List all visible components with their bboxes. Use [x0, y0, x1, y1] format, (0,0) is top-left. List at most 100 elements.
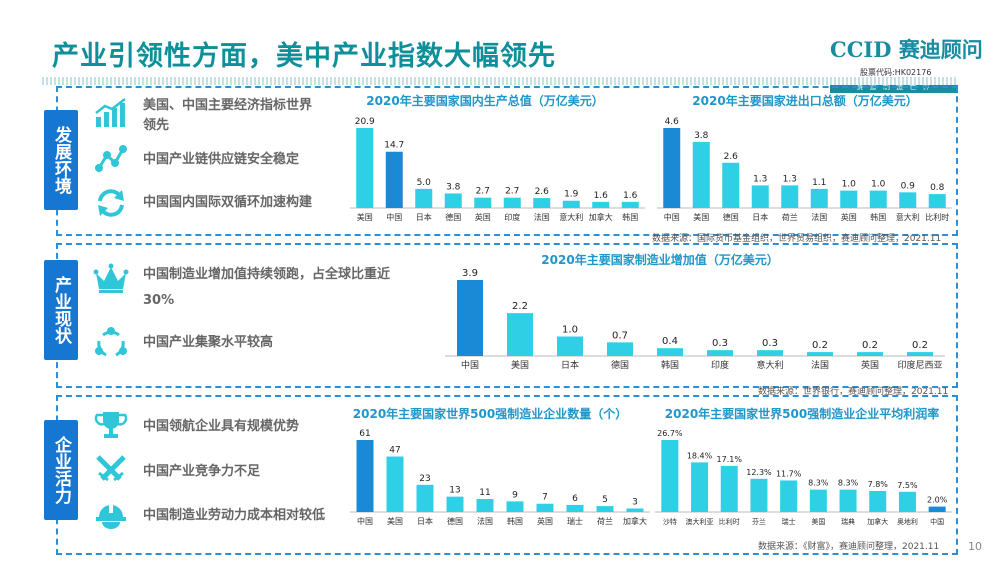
- bar-profit-5: [809, 489, 827, 512]
- category-label: 奥地利: [897, 517, 918, 526]
- bullet-supply-chain: [92, 142, 130, 176]
- growth-chart-icon: [92, 96, 130, 130]
- category-label: 日本: [416, 212, 432, 222]
- bar-profit-8: [898, 491, 916, 512]
- data-label: 5.0: [417, 178, 432, 188]
- bar-fortune500-1: [386, 456, 404, 512]
- category-label: 法国: [811, 212, 827, 222]
- bar-manufacturing-9: [907, 352, 933, 356]
- category-label: 美国: [387, 516, 403, 526]
- bullet-text: 中国领航企业具有规模优势: [143, 419, 300, 434]
- data-label: 2.6: [535, 187, 550, 197]
- data-label: 0.7: [612, 330, 628, 341]
- category-label: 韩国: [870, 212, 886, 222]
- category-label: 日本: [752, 212, 768, 222]
- bar-fortune500-3: [446, 496, 464, 512]
- category-label: 荷兰: [782, 212, 798, 222]
- chart-gdp: 20.9 美国 14.7 中国 5.0 日本 3.8 德国 2.7 英国 2.7 印度 2.6 法国 1.9…: [350, 117, 645, 222]
- data-label: 1.0: [871, 180, 886, 190]
- category-label: 加拿大: [623, 516, 647, 526]
- source-note-section2: 数据来源：世界银行，赛迪顾问整理，2021.11: [758, 387, 949, 397]
- bar-profit-7: [869, 490, 887, 512]
- data-label: 1.9: [564, 190, 579, 200]
- category-label: 印度: [504, 212, 520, 222]
- bullet-competitiveness: [92, 452, 130, 486]
- category-label: 比利时: [925, 212, 949, 222]
- bar-profit-6: [839, 489, 857, 512]
- category-label: 德国: [447, 516, 463, 526]
- category-label: 美国: [357, 212, 373, 222]
- chart-title-fortune500: 2020年主要国家世界500强制造业企业数量（个）: [352, 407, 628, 421]
- category-label: 荷兰: [597, 516, 613, 526]
- bullet-text: 中国产业集聚水平较高: [143, 335, 274, 350]
- worker-helmet-icon: [92, 496, 130, 530]
- data-label: 14.7: [384, 141, 404, 151]
- bullet-text: 中国制造业增加值持续领跑，占全球比重近30%: [143, 267, 391, 308]
- bar-gdp-5: [503, 197, 521, 208]
- bar-fortune500-7: [566, 504, 584, 512]
- data-label: 8.3%: [808, 479, 829, 488]
- category-label: 意大利: [756, 359, 783, 371]
- network-nodes-icon: [92, 142, 130, 176]
- data-label: 0.4: [662, 336, 678, 347]
- data-label: 0.2: [862, 340, 878, 351]
- cluster-icon: [92, 326, 130, 360]
- category-label: 加拿大: [589, 212, 613, 222]
- bar-gdp-1: [385, 151, 403, 208]
- bar-gdp-3: [444, 193, 462, 208]
- bullet-text: 中国制造业劳动力成本相对较低: [143, 508, 326, 523]
- data-label: 7: [542, 493, 548, 503]
- data-label: 20.9: [355, 117, 375, 127]
- bar-gdp-9: [621, 201, 639, 208]
- bar-fortune500-5: [506, 501, 524, 512]
- data-label: 0.8: [930, 183, 945, 193]
- cycle-arrows-icon: [92, 186, 130, 220]
- category-label: 中国: [357, 516, 373, 526]
- category-label: 日本: [561, 359, 579, 371]
- bar-manufacturing-1: [507, 313, 533, 356]
- category-label: 瑞士: [567, 516, 583, 526]
- section-tab-status: 产业现状: [44, 260, 78, 360]
- category-label: 美国: [811, 517, 825, 526]
- data-label: 0.9: [901, 181, 916, 191]
- data-label: 1.0: [562, 325, 578, 336]
- data-label: 7.5%: [897, 481, 918, 490]
- chart-title-gdp: 2020年主要国家国内生产总值（万亿美元）: [366, 94, 604, 108]
- category-label: 比利时: [719, 517, 740, 526]
- data-label: 26.7%: [657, 429, 683, 438]
- bar-trade-6: [840, 190, 858, 208]
- bar-gdp-4: [474, 197, 492, 208]
- bullet-economy: [92, 96, 130, 130]
- data-label: 17.1%: [717, 455, 743, 464]
- bar-gdp-0: [356, 128, 374, 208]
- data-label: 47: [389, 446, 400, 456]
- data-label: 13: [449, 486, 460, 496]
- category-label: 中国: [386, 212, 402, 222]
- data-label: 7.8%: [868, 480, 889, 489]
- bar-fortune500-2: [416, 484, 434, 512]
- bar-manufacturing-4: [657, 348, 683, 356]
- logo-stock-code: 股票代码:HK02176: [860, 68, 932, 77]
- category-label: 中国: [461, 359, 479, 371]
- chart-fortune500: 61 中国 47 美国 23 日本 13 德国 11 法国 9 韩国 7 英国 6 瑞士 5 荷兰 3 加拿大: [350, 429, 650, 526]
- category-label: 德国: [723, 212, 739, 222]
- bar-manufacturing-6: [757, 350, 783, 356]
- category-label: 法国: [534, 212, 550, 222]
- swords-icon: [92, 452, 130, 486]
- bar-manufacturing-7: [807, 352, 833, 356]
- bar-trade-9: [928, 194, 946, 208]
- bullet-text: 中国产业链供应链安全稳定: [143, 152, 300, 167]
- bullet-manufacturing-lead: [92, 262, 130, 296]
- category-label: 意大利: [559, 212, 583, 222]
- category-label: 德国: [445, 212, 461, 222]
- category-label: 芬兰: [752, 517, 766, 526]
- crown-icon: [92, 262, 130, 296]
- chart-title-manufacturing: 2020年主要国家制造业增加值（万亿美元）: [541, 253, 779, 267]
- category-label: 瑞士: [782, 517, 796, 526]
- bar-gdp-7: [562, 200, 580, 208]
- title-underline-band: [42, 77, 958, 85]
- data-label: 23: [419, 474, 430, 484]
- section-tab-label: 产业现状: [51, 276, 71, 344]
- category-label: 印度: [711, 359, 729, 371]
- category-label: 美国: [511, 359, 529, 371]
